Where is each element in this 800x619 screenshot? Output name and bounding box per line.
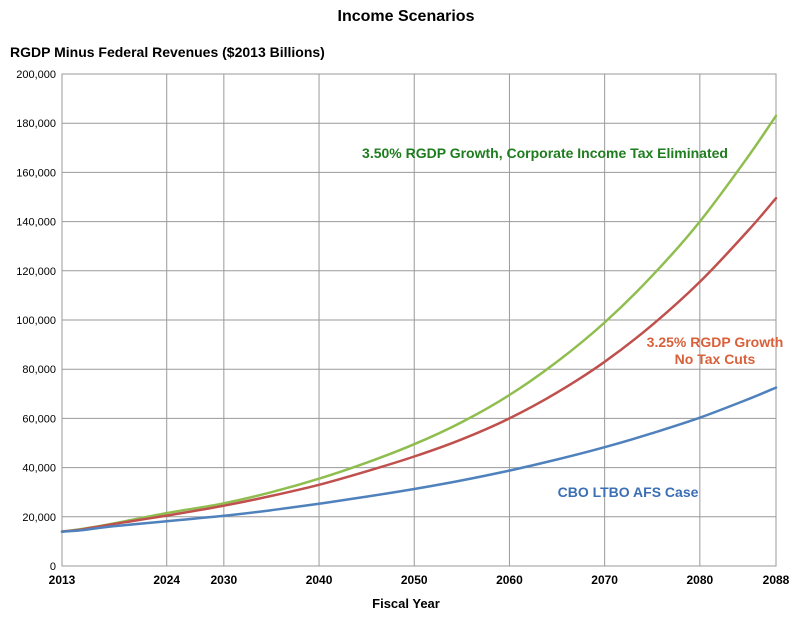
y-tick-label: 0 <box>50 561 56 573</box>
y-tick-label: 20,000 <box>22 512 56 524</box>
x-tick-labels: 2013 2024 2030 2040 2050 2060 2070 2080 2088 <box>49 573 790 587</box>
x-tick-label: 2013 <box>49 573 76 587</box>
y-axis-label: RGDP Minus Federal Revenues ($2013 Billi… <box>10 44 325 60</box>
series-line-green <box>60 114 778 533</box>
y-tick-label: 160,000 <box>16 167 56 179</box>
annotation-red-series-line1: 3.25% RGDP Growth <box>647 334 784 350</box>
y-tick-label: 140,000 <box>16 217 56 229</box>
y-tick-label: 40,000 <box>22 463 56 475</box>
annotation-green-series: 3.50% RGDP Growth, Corporate Income Tax … <box>362 145 728 161</box>
x-tick-label: 2030 <box>210 573 237 587</box>
series-lines <box>60 114 778 533</box>
y-tick-label: 100,000 <box>16 315 56 327</box>
x-tick-label: 2050 <box>401 573 428 587</box>
y-tick-labels: 0 20,000 40,000 60,000 80,000 100,000 120,000 1… <box>16 69 56 573</box>
y-tick-label: 60,000 <box>22 413 56 425</box>
y-tick-label: 200,000 <box>16 69 56 81</box>
annotation-blue-series: CBO LTBO AFS Case <box>558 484 699 500</box>
annotation-red-series-line2: No Tax Cuts <box>675 351 756 367</box>
y-tick-label: 180,000 <box>16 118 56 130</box>
series-line-blue <box>60 386 778 533</box>
x-tick-label: 2024 <box>153 573 180 587</box>
x-tick-label: 2070 <box>591 573 618 587</box>
chart-title: Income Scenarios <box>337 8 475 25</box>
y-tick-label: 120,000 <box>16 266 56 278</box>
x-tick-label: 2040 <box>306 573 333 587</box>
annotations: 3.50% RGDP Growth, Corporate Income Tax … <box>362 145 783 500</box>
gridlines <box>61 73 777 567</box>
x-axis-label: Fiscal Year <box>372 596 440 611</box>
x-tick-label: 2088 <box>763 573 790 587</box>
series-line-red <box>60 196 778 533</box>
y-tick-label: 80,000 <box>22 364 56 376</box>
x-tick-label: 2080 <box>686 573 713 587</box>
x-tick-label: 2060 <box>496 573 523 587</box>
